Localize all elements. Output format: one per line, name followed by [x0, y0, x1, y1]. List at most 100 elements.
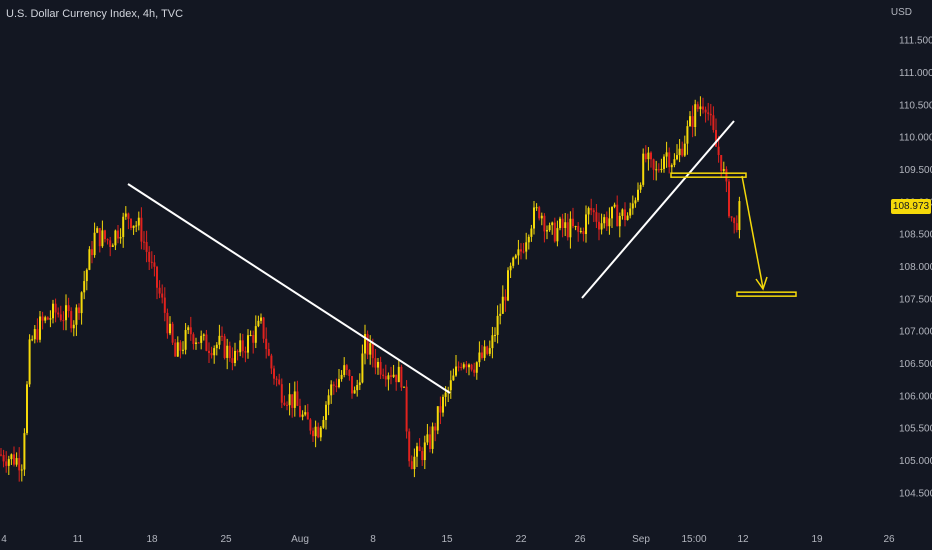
- candle-body: [444, 392, 447, 397]
- candle-body: [639, 184, 642, 190]
- candle-body: [46, 317, 49, 320]
- candle-body: [475, 362, 478, 373]
- candle-body: [169, 323, 171, 334]
- candle-body: [338, 379, 340, 388]
- candle-body: [665, 152, 668, 157]
- x-tick-label: 18: [146, 534, 158, 545]
- candle-body: [587, 208, 590, 215]
- time-axis: 4 11 18 25 Aug 8 15 22 26 Sep 15:00 12 19 26: [1, 534, 895, 545]
- y-tick-label: 106.000: [899, 391, 932, 402]
- candle-body: [132, 225, 135, 228]
- candle-body: [520, 249, 522, 252]
- x-tick-label: Aug: [291, 534, 309, 545]
- chart-title: U.S. Dollar Currency Index, 4h, TVC: [6, 8, 184, 20]
- candle-body: [652, 159, 655, 170]
- candle-body: [231, 358, 234, 364]
- candle-body: [481, 352, 483, 358]
- candle-body: [353, 390, 356, 394]
- candle-body: [491, 335, 494, 349]
- candle-body: [416, 446, 418, 457]
- candle-body: [694, 104, 697, 128]
- candle-body: [13, 454, 15, 465]
- candle-body: [39, 316, 41, 340]
- candle-body: [488, 348, 491, 354]
- candle-body: [725, 169, 728, 182]
- candle-body: [468, 364, 470, 368]
- candle-body: [699, 106, 702, 110]
- candle-body: [104, 230, 106, 240]
- candle-body: [41, 316, 44, 321]
- candle-body: [681, 148, 684, 156]
- candle-body: [530, 228, 533, 237]
- arrow-head-icon: [755, 276, 768, 291]
- candle-body: [395, 374, 398, 383]
- candle-body: [590, 208, 593, 211]
- candle-body: [135, 225, 138, 227]
- candle-body: [707, 112, 710, 114]
- candle-body: [691, 116, 694, 128]
- candle-body: [101, 230, 104, 247]
- candle-body: [150, 261, 153, 263]
- candle-body: [390, 375, 392, 377]
- candle-body: [257, 320, 260, 327]
- candle-body: [728, 181, 730, 217]
- downtrend-line[interactable]: [127, 183, 451, 394]
- candle-body: [106, 239, 109, 241]
- candle-body: [140, 217, 143, 242]
- candle-body: [62, 320, 65, 322]
- candle-body: [369, 343, 372, 355]
- candle-body: [156, 266, 158, 288]
- candle-body: [574, 226, 577, 228]
- candle-body: [709, 113, 712, 116]
- candle-body: [704, 109, 707, 113]
- candle-body: [254, 326, 257, 343]
- candle-body: [88, 249, 91, 270]
- candle-body: [543, 215, 546, 232]
- projection-arrow[interactable]: [741, 175, 764, 289]
- candle-body: [218, 335, 221, 345]
- candle-body: [171, 323, 174, 343]
- candle-body: [260, 317, 262, 321]
- candle-body: [158, 287, 161, 294]
- candle-body: [184, 330, 187, 350]
- x-tick-label: 15: [441, 534, 453, 545]
- target-zone[interactable]: [736, 291, 797, 297]
- candle-body: [392, 374, 395, 377]
- candles-group: [0, 96, 741, 482]
- candle-body: [23, 433, 26, 470]
- candle-body: [527, 236, 530, 243]
- candle-body: [119, 237, 122, 239]
- candle-body: [559, 218, 561, 229]
- candle-body: [616, 204, 619, 227]
- y-tick-label: 107.500: [899, 294, 932, 305]
- candle-body: [161, 293, 164, 298]
- candle-body: [31, 339, 34, 341]
- candle-body: [210, 353, 213, 356]
- candle-body: [374, 358, 377, 368]
- candle-body: [730, 216, 733, 218]
- candle-body: [499, 313, 502, 316]
- candle-body: [26, 384, 28, 434]
- candle-body: [509, 265, 512, 271]
- candle-body: [405, 386, 408, 432]
- candle-body: [678, 148, 681, 156]
- x-tick-label: 8: [370, 534, 376, 545]
- candle-body: [314, 426, 317, 437]
- candle-body: [317, 426, 320, 438]
- support-zone[interactable]: [670, 172, 747, 178]
- candle-body: [83, 281, 86, 293]
- uptrend-line[interactable]: [581, 120, 735, 299]
- candle-body: [577, 226, 580, 232]
- annotations-group: [127, 120, 797, 394]
- candle-body: [452, 375, 455, 381]
- candle-body: [621, 209, 624, 216]
- x-tick-label: 12: [737, 534, 749, 545]
- candle-body: [382, 374, 385, 377]
- candle-body: [288, 394, 291, 406]
- candle-body: [197, 342, 200, 344]
- candle-body: [345, 365, 348, 370]
- last-price-badge: 108.973: [891, 199, 931, 214]
- candle-body: [397, 366, 400, 383]
- candle-body: [517, 249, 520, 256]
